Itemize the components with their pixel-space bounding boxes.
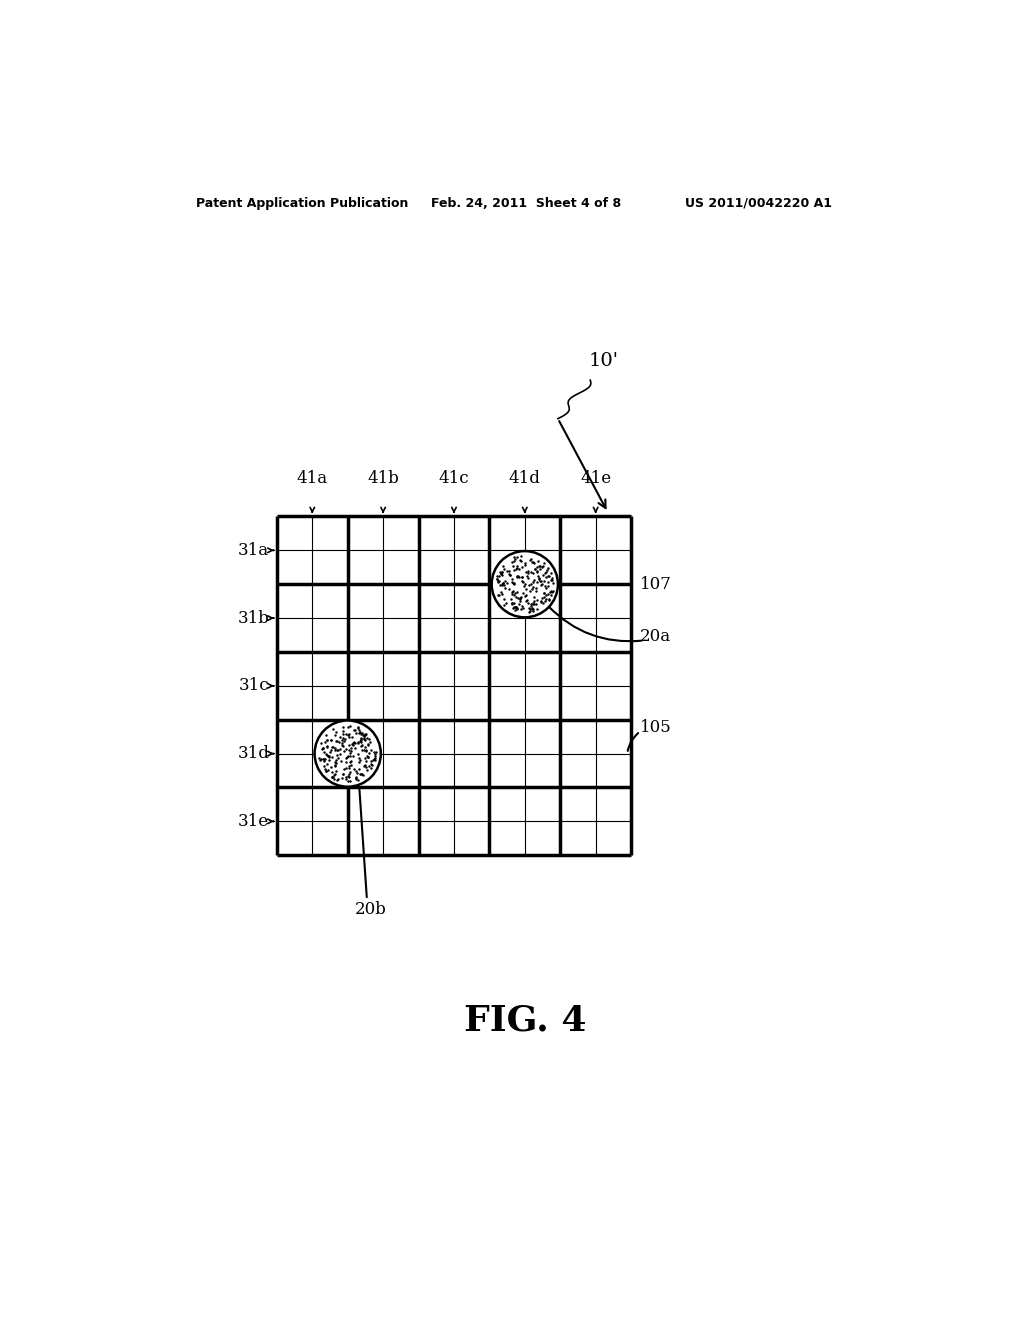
Text: 105: 105: [640, 719, 672, 737]
Text: 41d: 41d: [509, 470, 541, 487]
Text: 41e: 41e: [580, 470, 611, 487]
Text: Feb. 24, 2011  Sheet 4 of 8: Feb. 24, 2011 Sheet 4 of 8: [431, 197, 621, 210]
Text: US 2011/0042220 A1: US 2011/0042220 A1: [685, 197, 831, 210]
Text: 31c: 31c: [239, 677, 269, 694]
Text: 20a: 20a: [640, 628, 672, 645]
Text: 107: 107: [640, 576, 672, 593]
Text: Patent Application Publication: Patent Application Publication: [196, 197, 409, 210]
Text: 20b: 20b: [355, 902, 387, 919]
Text: 31e: 31e: [238, 813, 269, 830]
Text: 41a: 41a: [297, 470, 328, 487]
Text: 10': 10': [589, 352, 618, 370]
Text: 31b: 31b: [238, 610, 269, 627]
Text: 31a: 31a: [238, 541, 269, 558]
Text: 41c: 41c: [438, 470, 469, 487]
Circle shape: [314, 721, 381, 787]
Text: 41b: 41b: [368, 470, 399, 487]
Circle shape: [492, 552, 558, 618]
Text: FIG. 4: FIG. 4: [464, 1003, 586, 1038]
Text: 31d: 31d: [238, 744, 269, 762]
